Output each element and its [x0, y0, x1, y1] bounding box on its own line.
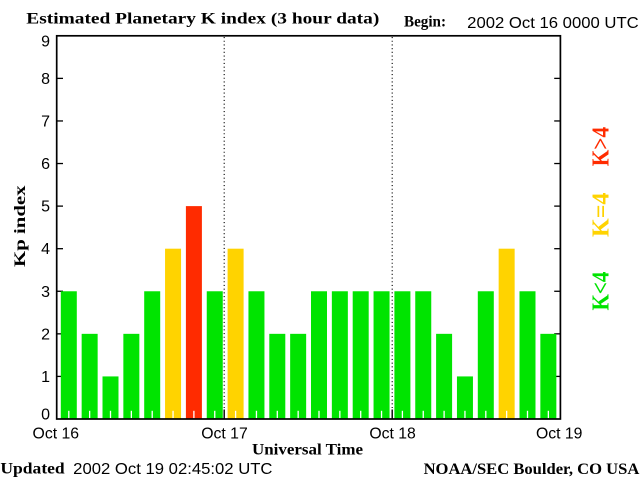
svg-text:Begin:: Begin:: [404, 11, 446, 30]
svg-text:Kp index: Kp index: [10, 184, 29, 267]
svg-text:8: 8: [41, 71, 50, 88]
svg-text:0: 0: [41, 406, 50, 423]
svg-text:Oct 19: Oct 19: [536, 426, 583, 443]
svg-text:NOAA/SEC Boulder, CO USA: NOAA/SEC Boulder, CO USA: [424, 459, 640, 478]
svg-text:4: 4: [41, 241, 50, 258]
svg-text:Oct 16: Oct 16: [33, 426, 80, 443]
svg-text:2002 Oct 19 02:45:02 UTC: 2002 Oct 19 02:45:02 UTC: [73, 461, 272, 478]
svg-text:Oct 17: Oct 17: [201, 426, 248, 443]
svg-text:9: 9: [41, 34, 50, 51]
svg-text:2002 Oct 16 0000 UTC: 2002 Oct 16 0000 UTC: [467, 15, 639, 32]
svg-text:Universal Time: Universal Time: [252, 440, 363, 459]
svg-text:Estimated Planetary K index (3: Estimated Planetary K index (3 hour data…: [26, 9, 379, 28]
svg-text:6: 6: [41, 156, 50, 173]
svg-text:Updated: Updated: [0, 459, 64, 478]
svg-text:K=4: K=4: [588, 193, 615, 237]
svg-text:K<4: K<4: [588, 272, 615, 311]
svg-text:5: 5: [41, 199, 50, 216]
svg-text:2: 2: [41, 326, 50, 343]
svg-text:1: 1: [41, 369, 50, 386]
svg-text:Oct 18: Oct 18: [369, 426, 416, 443]
svg-text:K>4: K>4: [588, 127, 615, 166]
svg-text:3: 3: [41, 284, 50, 301]
svg-text:7: 7: [41, 113, 50, 130]
